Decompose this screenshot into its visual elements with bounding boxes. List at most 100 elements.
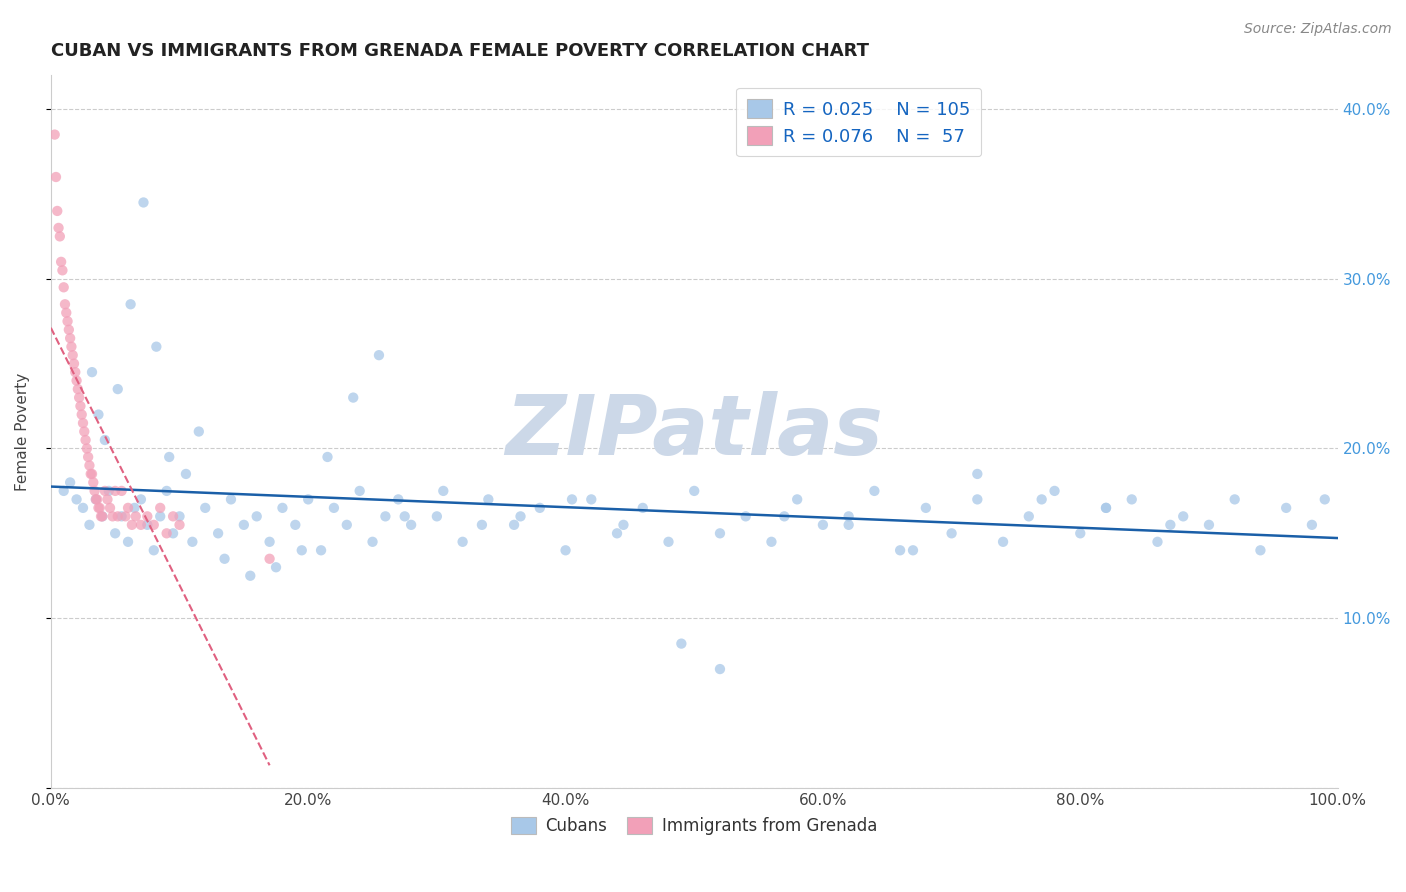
Point	[104, 526, 127, 541]
Point	[44, 128, 66, 142]
Point	[207, 526, 229, 541]
Point	[239, 568, 262, 582]
Point	[129, 517, 152, 532]
Point	[69, 399, 91, 413]
Point	[309, 543, 332, 558]
Point	[264, 560, 287, 574]
Point	[1275, 500, 1298, 515]
Point	[169, 517, 191, 532]
Point	[67, 391, 90, 405]
Point	[60, 340, 83, 354]
Point	[65, 492, 87, 507]
Point	[1043, 483, 1066, 498]
Point	[773, 509, 796, 524]
Point	[838, 517, 860, 532]
Point	[863, 483, 886, 498]
Point	[87, 408, 110, 422]
Point	[53, 297, 76, 311]
Point	[214, 551, 236, 566]
Point	[83, 483, 105, 498]
Point	[55, 306, 77, 320]
Point	[657, 534, 679, 549]
Point	[1301, 517, 1323, 532]
Point	[1095, 500, 1118, 515]
Point	[336, 517, 359, 532]
Point	[561, 492, 583, 507]
Point	[811, 517, 834, 532]
Point	[96, 492, 118, 507]
Point	[361, 534, 384, 549]
Point	[59, 475, 82, 490]
Point	[80, 365, 103, 379]
Point	[1313, 492, 1336, 507]
Point	[554, 543, 576, 558]
Point	[1146, 534, 1168, 549]
Point	[84, 492, 107, 507]
Point	[162, 526, 184, 541]
Point	[132, 195, 155, 210]
Point	[323, 500, 346, 515]
Point	[1159, 517, 1181, 532]
Point	[194, 500, 217, 515]
Point	[142, 517, 165, 532]
Point	[49, 255, 72, 269]
Point	[157, 450, 180, 464]
Point	[82, 475, 104, 490]
Point	[316, 450, 339, 464]
Point	[136, 509, 159, 524]
Point	[73, 425, 96, 439]
Point	[76, 442, 98, 456]
Point	[110, 509, 132, 524]
Point	[56, 314, 79, 328]
Point	[297, 492, 319, 507]
Point	[966, 467, 988, 481]
Point	[117, 534, 139, 549]
Point	[342, 391, 364, 405]
Point	[45, 169, 67, 184]
Point	[606, 526, 628, 541]
Point	[72, 500, 94, 515]
Point	[219, 492, 242, 507]
Text: CUBAN VS IMMIGRANTS FROM GRENADA FEMALE POVERTY CORRELATION CHART: CUBAN VS IMMIGRANTS FROM GRENADA FEMALE …	[51, 42, 869, 60]
Point	[181, 534, 204, 549]
Point	[901, 543, 924, 558]
Point	[110, 483, 132, 498]
Point	[631, 500, 654, 515]
Point	[991, 534, 1014, 549]
Point	[48, 221, 70, 235]
Point	[246, 509, 269, 524]
Point	[432, 483, 454, 498]
Point	[107, 382, 129, 396]
Point	[529, 500, 551, 515]
Point	[46, 203, 69, 218]
Point	[156, 483, 179, 498]
Point	[941, 526, 963, 541]
Point	[124, 500, 146, 515]
Point	[149, 509, 172, 524]
Point	[709, 526, 731, 541]
Point	[120, 297, 142, 311]
Point	[65, 374, 87, 388]
Point	[63, 357, 86, 371]
Point	[70, 408, 93, 422]
Point	[89, 500, 111, 515]
Point	[387, 492, 409, 507]
Y-axis label: Female Poverty: Female Poverty	[15, 372, 30, 491]
Point	[49, 229, 72, 244]
Point	[94, 433, 117, 447]
Point	[84, 492, 107, 507]
Point	[169, 509, 191, 524]
Point	[117, 500, 139, 515]
Point	[187, 425, 209, 439]
Point	[79, 517, 101, 532]
Point	[80, 467, 103, 481]
Point	[77, 450, 100, 464]
Point	[374, 509, 396, 524]
Point	[52, 483, 75, 498]
Point	[1249, 543, 1271, 558]
Point	[62, 348, 84, 362]
Point	[149, 500, 172, 515]
Point	[52, 280, 75, 294]
Point	[162, 509, 184, 524]
Point	[156, 526, 179, 541]
